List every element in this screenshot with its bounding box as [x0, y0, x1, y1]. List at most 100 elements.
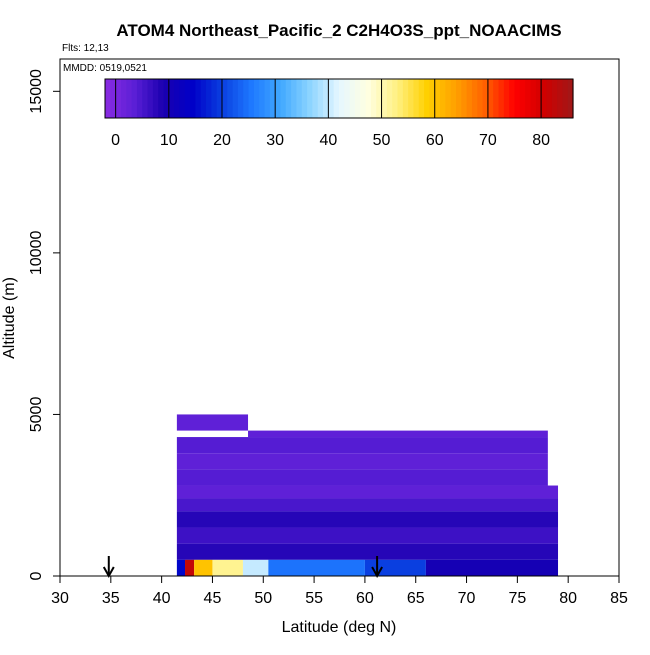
colorbar-segment [541, 79, 548, 118]
colorbar-segment [450, 79, 457, 118]
x-tick-label: 40 [153, 590, 171, 607]
axes: 30 35 40 45 50 55 60 65 70 75 80 85 0 5000 10000 15000 [28, 69, 628, 607]
colorbar-segment [557, 79, 563, 118]
colorbar-tick-label: 40 [319, 132, 337, 149]
colorbar-segment [339, 79, 345, 118]
colorbar-segment [216, 79, 223, 118]
colorbar-tick-label: 10 [160, 132, 178, 149]
colorbar-segment [397, 79, 404, 118]
colorbar: 0 10 20 30 40 50 60 70 80 [104, 78, 574, 149]
colorbar-segment [482, 79, 489, 118]
colorbar-segment [323, 79, 329, 118]
colorbar-segment [514, 79, 521, 118]
heatmap-cell [248, 430, 548, 438]
colorbar-segment [344, 79, 351, 118]
colorbar-segment [493, 79, 500, 118]
colorbar-segment [307, 79, 314, 118]
flight-arrow [102, 556, 115, 579]
colorbar-segment [471, 79, 478, 118]
colorbar-segment [152, 79, 159, 118]
y-axis-label: Altitude (m) [1, 277, 18, 359]
heatmap-cell [176, 511, 559, 528]
y-tick-label: 10000 [28, 231, 45, 276]
colorbar-segment [211, 79, 218, 118]
colorbar-segment [243, 79, 250, 118]
colorbar-segment [546, 79, 553, 118]
colorbar-segment [498, 79, 505, 118]
colorbar-segment [237, 79, 244, 118]
colorbar-segment [349, 79, 356, 118]
colorbar-tick-label: 0 [111, 132, 120, 149]
colorbar-segment [333, 79, 340, 118]
heatmap-cell [176, 437, 548, 454]
heatmap-cell [364, 559, 426, 576]
heatmap-cell [425, 559, 559, 576]
heatmap-cell [176, 414, 249, 431]
colorbar-segment [440, 79, 446, 118]
x-tick-label: 70 [458, 590, 476, 607]
colorbar-segment [190, 79, 197, 118]
heatmap-cell [185, 559, 195, 576]
colorbar-segment [168, 79, 175, 118]
colorbar-tick-label: 50 [373, 132, 391, 149]
heatmap-cell [176, 485, 559, 499]
x-tick-label: 75 [508, 590, 526, 607]
colorbar-segment [126, 79, 133, 118]
colorbar-segment [413, 79, 420, 118]
heatmap-cell [176, 498, 559, 512]
colorbar-segment [461, 79, 468, 118]
heatmap-cell [176, 469, 548, 486]
x-axis-label: Latitude (deg N) [282, 619, 397, 636]
colorbar-segment [253, 79, 260, 118]
colorbar-segment [312, 79, 319, 118]
colorbar-segment [328, 79, 335, 118]
heatmap-cell [212, 559, 243, 576]
colorbar-segment [174, 79, 181, 118]
colorbar-segment [535, 79, 542, 118]
x-tick-label: 65 [407, 590, 425, 607]
colorbar-segment [365, 79, 372, 118]
colorbar-tick-label: 30 [266, 132, 284, 149]
colorbar-segment [551, 79, 558, 118]
plot-area [102, 414, 559, 579]
y-tick-label: 5000 [28, 397, 45, 433]
flights-note: Flts: 12,13 [62, 43, 109, 54]
colorbar-segment [136, 79, 143, 118]
x-tick-label: 50 [254, 590, 272, 607]
colorbar-segment [402, 79, 409, 118]
colorbar-segment [424, 79, 431, 118]
colorbar-segment [562, 79, 569, 118]
x-tick-label: 80 [559, 590, 577, 607]
colorbar-segment [259, 79, 266, 118]
colorbar-segment [487, 79, 494, 118]
colorbar-segment [275, 79, 282, 118]
colorbar-segment [184, 79, 191, 118]
colorbar-segment [142, 79, 149, 118]
colorbar-segment [429, 79, 436, 118]
colorbar-segment [110, 79, 117, 118]
x-tick-label: 30 [51, 590, 69, 607]
colorbar-segment [445, 79, 452, 118]
colorbar-segment [519, 79, 526, 118]
colorbar-frame [104, 78, 574, 119]
heatmap-cell [176, 543, 559, 560]
colorbar-segment [376, 79, 383, 118]
colorbar-segment [131, 79, 138, 118]
colorbar-segment [291, 79, 298, 118]
colorbar-segment [370, 79, 377, 118]
colorbar-tick-label: 60 [426, 132, 444, 149]
colorbar-segment [248, 79, 255, 118]
plot-frame [59, 58, 620, 577]
colorbar-segment [206, 79, 212, 118]
heatmap-cell [268, 559, 365, 576]
colorbar-segment [232, 79, 239, 118]
colorbar-segment [195, 79, 202, 118]
x-tick-label: 85 [610, 590, 628, 607]
colorbar-segment [418, 79, 425, 118]
colorbar-segment [285, 79, 292, 118]
colorbar-segment [408, 79, 415, 118]
colorbar-tick-label: 80 [532, 132, 550, 149]
colorbar-segment [386, 79, 393, 118]
